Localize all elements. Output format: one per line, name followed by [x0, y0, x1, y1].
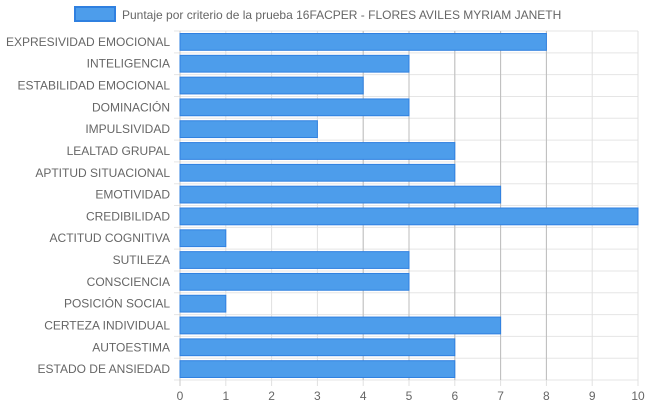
x-tick-label: 7: [497, 389, 504, 403]
x-tick-label: 3: [314, 389, 321, 403]
bar[interactable]: [179, 76, 364, 95]
legend[interactable]: Puntaje por criterio de la prueba 16FACP…: [74, 6, 561, 22]
y-tick-label: AUTOESTIMA: [92, 340, 170, 354]
bar[interactable]: [179, 207, 639, 226]
y-tick-label: ESTADO DE ANSIEDAD: [38, 362, 171, 376]
y-tick-label: SUTILEZA: [113, 253, 170, 267]
y-tick-label: CONSCIENCIA: [87, 275, 170, 289]
bar[interactable]: [179, 360, 456, 378]
bar[interactable]: [179, 142, 456, 160]
x-axis-labels: 0 1 2 3 4 5 6 7 8 9 10: [177, 389, 645, 403]
y-tick-label: INTELIGENCIA: [87, 57, 170, 71]
bar[interactable]: [179, 185, 502, 204]
bar[interactable]: [179, 272, 410, 291]
x-tick-label: 1: [222, 389, 229, 403]
y-tick-label: IMPULSIVIDAD: [85, 122, 170, 136]
bar[interactable]: [179, 338, 456, 357]
y-tick-label: CREDIBILIDAD: [86, 209, 170, 223]
x-tick-label: 5: [406, 389, 413, 403]
y-tick-label: LEALTAD GRUPAL: [67, 144, 171, 158]
x-tick-label: 4: [360, 389, 367, 403]
y-tick-label: ACTITUD COGNITIVA: [50, 231, 170, 245]
bar[interactable]: [179, 33, 547, 51]
bar[interactable]: [179, 316, 502, 335]
y-axis-labels: EXPRESIVIDAD EMOCIONAL INTELIGENCIA ESTABI…: [6, 35, 170, 376]
x-tick-label: 8: [543, 389, 550, 403]
bar[interactable]: [179, 229, 227, 248]
x-tick-label: 6: [451, 389, 458, 403]
legend-swatch: [74, 6, 116, 22]
y-tick-label: CERTEZA INDIVIDUAL: [44, 318, 170, 332]
bar[interactable]: [179, 294, 227, 313]
bar[interactable]: [179, 98, 410, 117]
x-tick-label: 10: [631, 389, 645, 403]
y-tick-label: EXPRESIVIDAD EMOCIONAL: [6, 35, 170, 49]
y-tick-label: APTITUD SITUACIONAL: [35, 166, 170, 180]
y-tick-label: DOMINACIÓN: [92, 99, 170, 114]
x-tick-label: 9: [589, 389, 596, 403]
y-tick-label: POSICIÓN SOCIAL: [64, 296, 170, 311]
legend-label: Puntaje por criterio de la prueba 16FACP…: [122, 8, 561, 22]
x-tick-label: 2: [268, 389, 275, 403]
bars: [179, 33, 639, 378]
y-tick-label: EMOTIVIDAD: [95, 188, 170, 202]
x-tick-label: 0: [177, 389, 184, 403]
bar[interactable]: [179, 163, 456, 182]
bar[interactable]: [179, 251, 410, 269]
y-tick-label: ESTABILIDAD EMOCIONAL: [18, 79, 171, 93]
bar[interactable]: [179, 120, 318, 139]
bar[interactable]: [179, 54, 410, 73]
